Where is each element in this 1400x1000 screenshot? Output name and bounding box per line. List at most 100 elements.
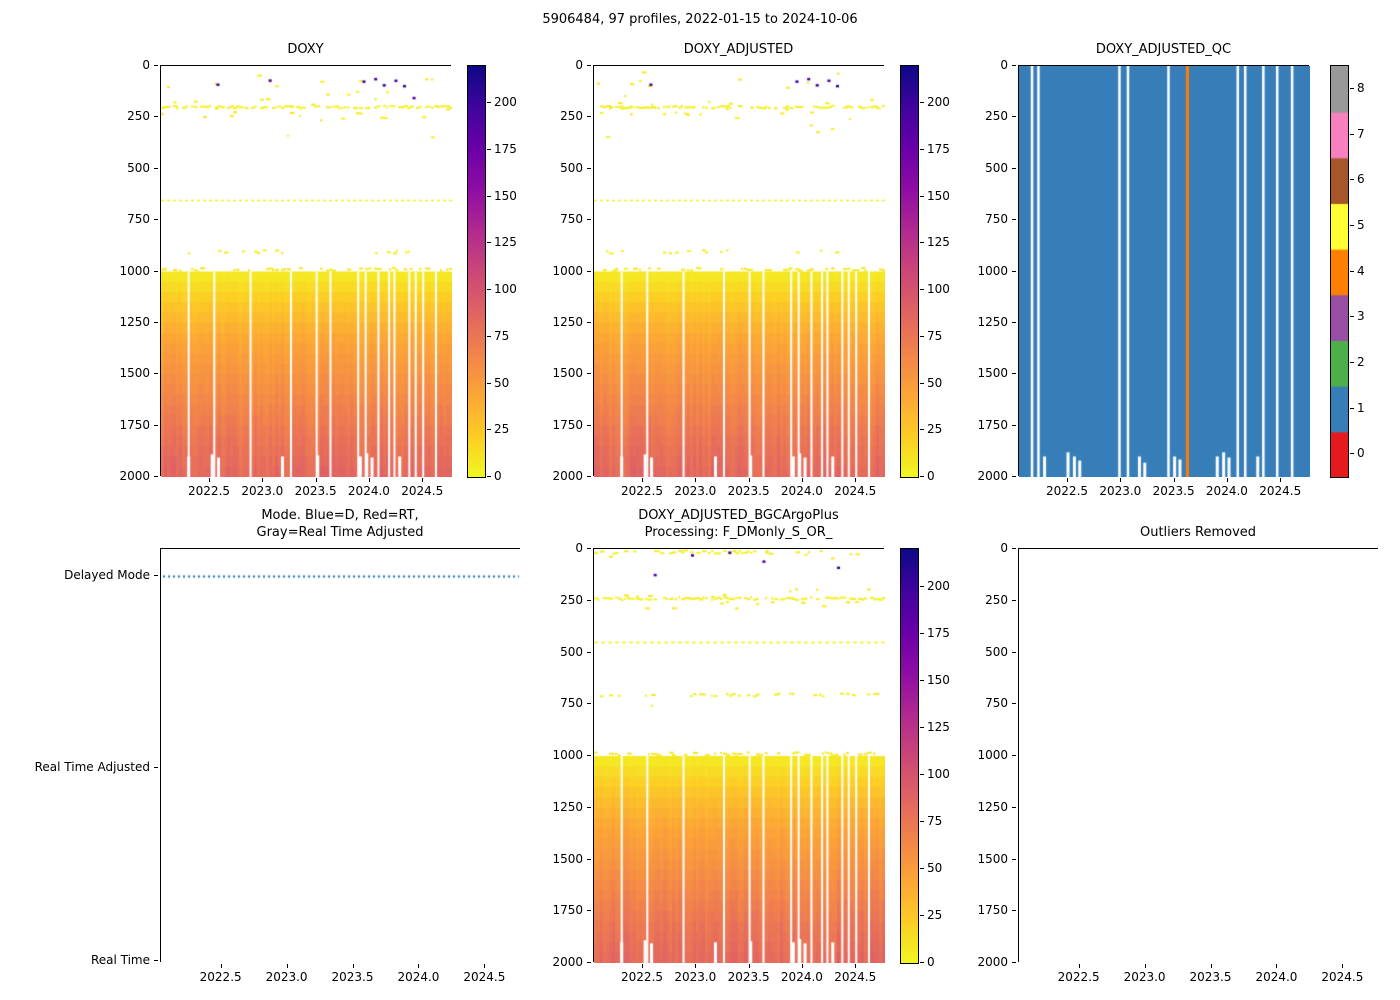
x-tick-label: 2024.0	[1255, 970, 1298, 984]
tick-mark	[587, 910, 591, 912]
tick-mark	[286, 964, 288, 968]
y-tick-label: 750	[985, 696, 1008, 711]
y-tick-label: 1750	[977, 903, 1008, 918]
tick-mark	[1012, 548, 1016, 549]
tick-mark	[748, 478, 750, 482]
tick-mark	[695, 964, 697, 968]
colorbar	[900, 548, 919, 964]
tick-mark	[1012, 116, 1016, 118]
tick-mark	[1342, 964, 1344, 968]
x-tick-label: 2024.5	[1321, 970, 1364, 984]
colorbar	[900, 65, 919, 478]
tick-mark	[920, 195, 924, 197]
tick-mark	[154, 321, 158, 323]
tick-mark	[1350, 361, 1354, 363]
tick-mark	[368, 478, 370, 482]
colorbar-tick-label: 6	[1357, 172, 1365, 187]
x-tick-label: 2024.0	[397, 970, 440, 984]
y-tick-label: 1250	[552, 799, 583, 814]
tick-mark	[487, 149, 491, 151]
y-tick-label: 0	[1000, 58, 1008, 72]
y-tick-label: 0	[575, 58, 583, 72]
colorbar-tick-label: 0	[1357, 446, 1365, 461]
x-tick-label: 2023.5	[331, 970, 374, 984]
outliers-removed-plot	[1018, 548, 1379, 963]
tick-mark	[920, 867, 924, 869]
x-tick-label: 2022.5	[1057, 970, 1100, 984]
tick-mark	[1078, 964, 1080, 968]
mode-plot-canvas	[161, 549, 521, 963]
x-tick-label: 2023.0	[674, 484, 717, 498]
tick-mark	[154, 424, 158, 426]
y-tick-label: 2000	[977, 955, 1008, 969]
tick-mark	[315, 478, 317, 482]
tick-mark	[642, 478, 644, 482]
tick-mark	[1210, 964, 1212, 968]
tick-mark	[587, 321, 591, 323]
tick-mark	[487, 476, 491, 477]
tick-mark	[920, 914, 924, 916]
y-tick-label: 750	[985, 212, 1008, 227]
tick-mark	[587, 424, 591, 426]
tick-mark	[920, 962, 924, 963]
y-tick-label: 0	[142, 58, 150, 72]
tick-mark	[1276, 964, 1278, 968]
tick-mark	[487, 102, 491, 104]
tick-mark	[487, 195, 491, 197]
tick-mark	[1226, 478, 1228, 482]
x-tick-label: 2022.5	[621, 970, 664, 984]
colorbar	[467, 65, 486, 478]
y-tick-label: 1750	[977, 417, 1008, 432]
x-tick-label: 2024.5	[834, 970, 877, 984]
y-tick-label: 2000	[552, 469, 583, 483]
x-tick-label: 2023.5	[294, 484, 337, 498]
colorbar-tick-label: 125	[494, 235, 517, 250]
outliers-removed-canvas	[1019, 549, 1379, 963]
y-tick-label: 1250	[977, 799, 1008, 814]
tick-mark	[154, 219, 158, 221]
tick-mark	[154, 167, 158, 169]
x-tick-label: 2023.0	[241, 484, 284, 498]
tick-mark	[587, 65, 591, 66]
y-tick-label: 750	[560, 696, 583, 711]
doxy-adjusted-qc-heatmap	[1018, 65, 1310, 477]
colorbar-tick-label: 8	[1357, 80, 1365, 95]
tick-mark	[587, 116, 591, 118]
x-tick-label: 2023.0	[1099, 484, 1142, 498]
colorbar-tick-label: 1	[1357, 400, 1365, 415]
tick-mark	[422, 478, 424, 482]
tick-mark	[587, 270, 591, 272]
tick-mark	[1012, 424, 1016, 426]
colorbar-tick-label: 25	[494, 422, 510, 437]
tick-mark	[920, 820, 924, 822]
tick-mark	[1012, 219, 1016, 221]
tick-mark	[220, 964, 222, 968]
tick-mark	[352, 964, 354, 968]
panel-title-doxy-adjusted: DOXY_ADJUSTED	[683, 42, 794, 57]
x-tick-label: 2023.0	[674, 970, 717, 984]
colorbar-tick-label: 25	[927, 422, 943, 437]
colorbar-tick-label: 175	[494, 142, 517, 157]
tick-mark	[920, 382, 924, 384]
y-tick-label: 1000	[977, 263, 1008, 278]
y-tick-label: 750	[560, 212, 583, 227]
y-tick-label: 250	[560, 592, 583, 607]
tick-mark	[1012, 321, 1016, 323]
tick-mark	[1067, 478, 1069, 482]
figure-title: 5906484, 97 profiles, 2022-01-15 to 2024…	[542, 12, 858, 27]
tick-mark	[920, 476, 924, 477]
y-tick-label: 1500	[119, 366, 150, 381]
tick-mark	[1012, 910, 1016, 912]
x-tick-label: 2022.5	[1046, 484, 1089, 498]
tick-mark	[587, 651, 591, 653]
tick-mark	[587, 703, 591, 705]
tick-mark	[1350, 87, 1354, 89]
tick-mark	[587, 858, 591, 860]
colorbar-tick-label: 100	[494, 282, 517, 297]
x-tick-label: 2023.5	[1189, 970, 1232, 984]
tick-mark	[1280, 478, 1282, 482]
tick-mark	[154, 767, 158, 769]
colorbar-tick-label: 2	[1357, 354, 1365, 369]
colorbar-tick-label: 7	[1357, 126, 1365, 141]
